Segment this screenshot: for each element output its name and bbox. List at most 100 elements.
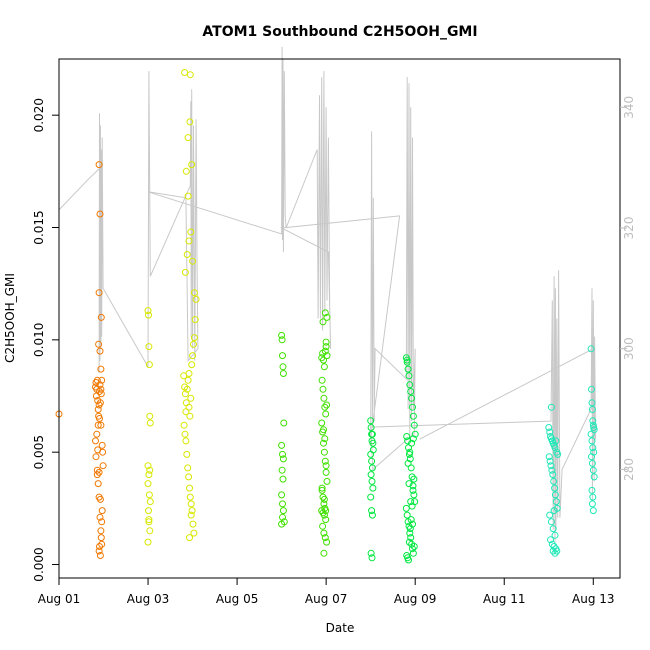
scatter-point: [321, 534, 329, 542]
scatter-point: [183, 450, 191, 458]
scatter-point: [95, 161, 103, 169]
scatter-point: [321, 457, 329, 465]
scatter-point: [322, 468, 330, 476]
scatter-point: [403, 356, 411, 364]
scatter-point: [279, 363, 287, 371]
scatter-point: [323, 538, 331, 546]
scatter-point: [278, 491, 286, 499]
scatter-point: [368, 464, 376, 472]
scatter-point: [589, 507, 597, 515]
scatter-point: [551, 484, 559, 492]
secondary-series-group: [58, 46, 596, 542]
scatter-point: [322, 516, 330, 524]
scatter-point: [279, 500, 286, 508]
scatter-point: [320, 356, 327, 364]
scatter-point: [144, 538, 152, 546]
scatter-point: [186, 118, 194, 126]
scatter-point: [319, 318, 327, 326]
scatter-point: [97, 534, 105, 542]
scatter-point: [407, 534, 415, 542]
y-tick-label: 0.000: [32, 547, 46, 581]
scatter-point: [92, 453, 100, 461]
scatter-point: [189, 520, 197, 528]
scatter-point: [319, 385, 327, 393]
scatter-point: [186, 493, 194, 501]
scatter-point: [192, 295, 200, 303]
scatter-point: [187, 500, 195, 508]
scatter-point: [279, 455, 287, 463]
scatter-point: [184, 134, 192, 142]
scatter-point: [145, 491, 153, 499]
scatter-point: [182, 167, 190, 175]
x-tick-label: Aug 01: [38, 592, 81, 606]
scatter-point: [409, 545, 416, 553]
scatter-point: [99, 462, 107, 470]
scatter-point: [408, 394, 416, 402]
scatter-point: [550, 507, 558, 515]
scatter-point: [403, 511, 411, 519]
scatter-point: [408, 502, 416, 510]
scatter-point: [549, 547, 557, 555]
scatter-point: [409, 435, 417, 443]
scatter-point: [181, 430, 189, 438]
scatter-point: [145, 311, 152, 319]
scatter-point: [547, 536, 554, 544]
series-3: [367, 354, 419, 564]
scatter-point: [546, 428, 554, 436]
scatter-point: [405, 480, 413, 488]
scatter-point: [406, 448, 414, 456]
scatter-point: [190, 289, 198, 297]
x-axis-label: Date: [326, 621, 355, 635]
scatter-point: [547, 403, 555, 411]
scatter-point: [589, 466, 597, 474]
scatter-point: [410, 543, 418, 550]
scatter-point: [588, 385, 595, 393]
scatter-point: [405, 372, 413, 380]
scatter-point: [320, 426, 327, 434]
scatter-point: [367, 471, 375, 479]
scatter-point: [547, 518, 555, 526]
scatter-point: [322, 410, 330, 418]
scatter-point: [144, 480, 152, 488]
scatter-point: [405, 538, 413, 546]
scatter-point: [96, 399, 104, 407]
scatter-point: [145, 361, 153, 369]
series-1: [144, 69, 200, 546]
scatter-point: [588, 486, 596, 494]
scatter-point: [319, 522, 327, 530]
scatter-point: [320, 511, 328, 519]
scatter-point: [98, 441, 106, 449]
scatter-point: [367, 417, 375, 425]
scatter-point: [318, 486, 326, 494]
scatter-point: [183, 385, 191, 393]
scatter-point: [589, 417, 597, 425]
secondary-series-line: [58, 46, 596, 542]
scatter-point: [279, 450, 286, 458]
scatter-point: [320, 439, 327, 447]
scatter-point: [320, 495, 328, 503]
scatter-point: [182, 437, 190, 445]
scatter-point: [279, 513, 286, 521]
scatter-point: [368, 511, 376, 519]
scatter-point: [322, 462, 330, 470]
scatter-point: [368, 507, 376, 515]
y2-tick-label: 300: [622, 337, 636, 360]
scatter-point: [93, 466, 101, 474]
scatter-point: [404, 459, 412, 467]
scatter-point: [323, 352, 331, 360]
scatter-point: [97, 390, 105, 398]
scatter-point: [97, 385, 105, 393]
scatter-point: [93, 430, 101, 438]
scatter-point: [588, 399, 596, 407]
scatter-point: [406, 381, 414, 389]
scatter-point: [402, 504, 410, 512]
scatter-point: [321, 435, 329, 443]
scatter-point: [145, 343, 153, 351]
scatter-point: [587, 430, 595, 438]
scatter-point: [190, 334, 198, 342]
scatter-point: [186, 71, 194, 79]
scatter-point: [97, 313, 105, 321]
scatter-point: [183, 251, 191, 258]
scatter-point: [278, 441, 286, 449]
scatter-point: [548, 466, 556, 474]
